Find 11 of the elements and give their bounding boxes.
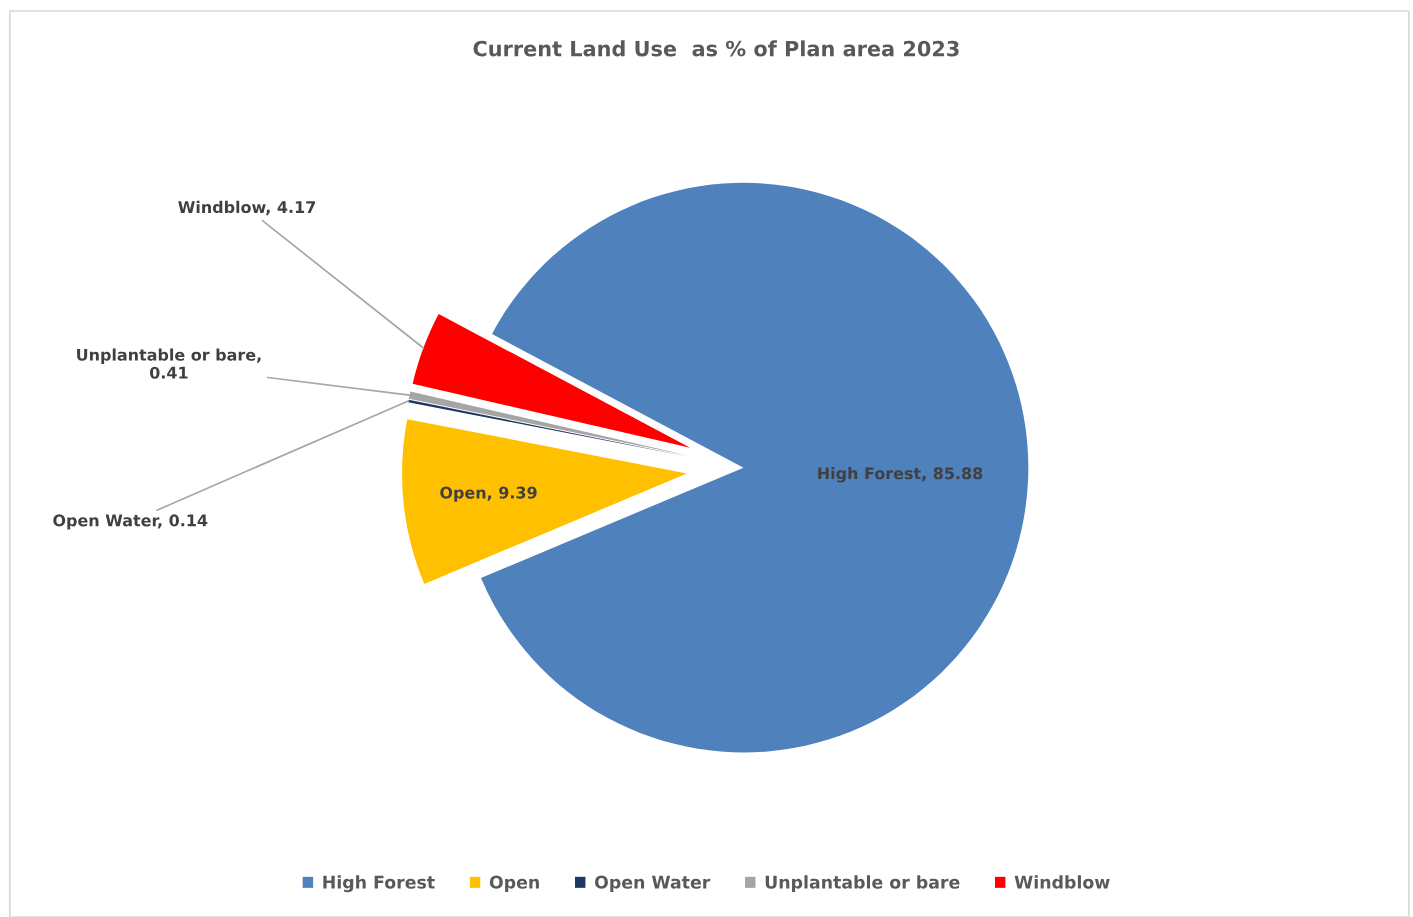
legend-label: Open Water: [594, 875, 711, 893]
legend-label: Unplantable or bare: [765, 875, 960, 893]
data-label: Open Water, 0.14: [53, 514, 208, 530]
data-label: High Forest, 85.88: [818, 466, 983, 483]
legend-label: Windblow: [1014, 875, 1110, 889]
legend-label: Open: [489, 875, 539, 893]
data-label: Unplantable or bare, 0.41: [77, 348, 261, 379]
chart-title: Current Land Use as % of Plan area 2023: [473, 40, 959, 57]
data-label: Windblow, 4.17: [178, 200, 316, 216]
legend-label: High Forest: [323, 875, 435, 893]
data-label: Open, 9.39: [440, 486, 537, 502]
